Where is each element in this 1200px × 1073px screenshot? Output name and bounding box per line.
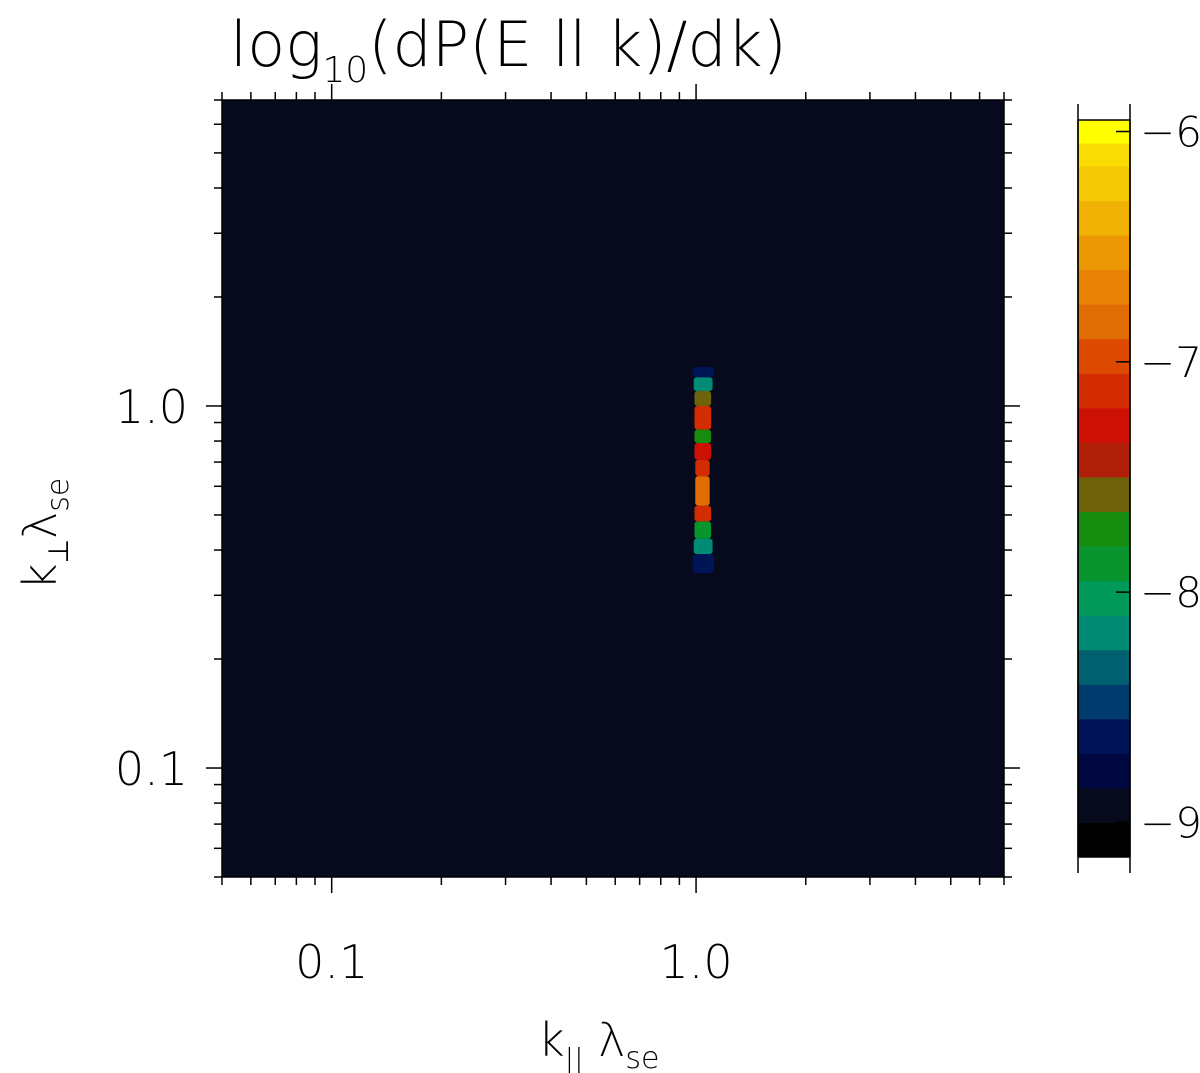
chart-title: log10(dP(E ll k)/dk)	[230, 8, 787, 91]
colorbar-level	[1078, 511, 1130, 547]
plot-frame	[221, 99, 1005, 878]
colorbar-tick-label: −8	[1140, 568, 1200, 617]
colorbar-level	[1078, 822, 1130, 858]
heatmap-cell	[694, 405, 712, 430]
colorbar-tick-label: −9	[1140, 798, 1200, 847]
heatmap-cell	[694, 390, 712, 406]
heatmap-background	[222, 100, 1004, 877]
colorbar: −6 −7 −8 −9	[1077, 104, 1200, 873]
colorbar-tick-label: −7	[1140, 338, 1200, 387]
colorbar-level	[1078, 235, 1130, 271]
colorbar-level	[1078, 120, 1130, 144]
heatmap-cell	[691, 573, 716, 596]
colorbar-level	[1078, 580, 1130, 616]
y-tick-label: 1.0	[115, 380, 188, 434]
heatmap-cell	[694, 521, 712, 539]
colorbar-level	[1078, 166, 1130, 202]
y-axis-label: k⊥λse	[13, 478, 76, 590]
heatmap-cell	[695, 476, 710, 506]
colorbar-level	[1078, 753, 1130, 789]
heatmap-cell	[693, 538, 713, 555]
x-tick-label: 0.1	[295, 935, 368, 989]
colorbar-level	[1078, 143, 1130, 167]
x-tick-label: 1.0	[659, 935, 732, 989]
heatmap-cell	[692, 367, 714, 378]
colorbar-level	[1078, 718, 1130, 754]
colorbar-level	[1078, 649, 1130, 685]
heatmap-cell	[692, 554, 714, 574]
colorbar-level	[1078, 787, 1130, 823]
heatmap-cell	[695, 459, 710, 477]
colorbar-level	[1078, 615, 1130, 651]
colorbar-level	[1078, 338, 1130, 374]
heatmap-cell	[694, 505, 712, 522]
plot-area: 0.1 1.0 0.1 1.0	[115, 84, 1020, 989]
y-tick-label: 0.1	[115, 742, 188, 796]
heatmap-cell	[694, 429, 712, 444]
colorbar-level	[1078, 269, 1130, 305]
heatmap-cell	[694, 443, 712, 460]
colorbar-level	[1078, 200, 1130, 236]
x-axis-label: k|| λse	[538, 1013, 659, 1073]
colorbar-level	[1078, 684, 1130, 720]
colorbar-level	[1078, 476, 1130, 513]
colorbar-level	[1078, 546, 1130, 582]
heatmap-cell	[693, 377, 713, 391]
colorbar-level	[1078, 407, 1130, 443]
colorbar-level	[1078, 373, 1130, 409]
colorbar-level	[1078, 304, 1130, 340]
colorbar-level	[1078, 442, 1130, 478]
colorbar-tick-label: −6	[1140, 108, 1200, 157]
